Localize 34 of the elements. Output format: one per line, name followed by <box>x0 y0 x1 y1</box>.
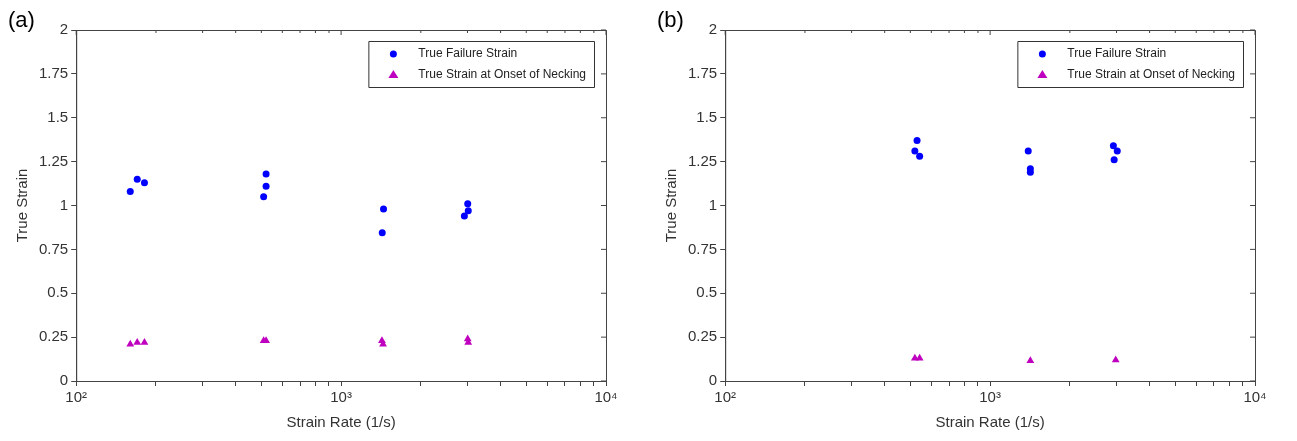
legend-label: True Failure Strain <box>418 46 518 61</box>
legend-label: True Strain at Onset of Necking <box>418 67 587 82</box>
x-tick-label: 10⁴ <box>1243 388 1267 406</box>
y-tick-label: 0.25 <box>687 327 718 345</box>
y-tick-label: 1.75 <box>687 64 718 82</box>
y-tick-label: 0.25 <box>38 327 69 345</box>
y-tick-label: 1.5 <box>47 107 69 125</box>
legend-label: True Failure Strain <box>1067 46 1167 61</box>
y-tick-label: 0.75 <box>38 239 69 257</box>
y-axis-title: True Strain <box>662 168 680 243</box>
x-tick-label: 10³ <box>979 388 1001 406</box>
y-tick-label: 0.5 <box>696 283 718 301</box>
y-tick-label: 1.25 <box>687 151 718 169</box>
chart-title: (a) <box>8 7 35 33</box>
x-tick-label: 10⁴ <box>594 388 618 406</box>
x-axis-title: Strain Rate (1/s) <box>286 413 396 431</box>
y-axis-title: True Strain <box>13 168 31 243</box>
y-tick-label: 1.5 <box>696 107 718 125</box>
y-tick-label: 0.5 <box>47 283 69 301</box>
y-tick-label: 1 <box>59 195 69 213</box>
y-tick-label: 0 <box>708 371 718 389</box>
y-tick-label: 0 <box>59 371 69 389</box>
chart-title: (b) <box>657 7 684 33</box>
legend-label: True Strain at Onset of Necking <box>1067 67 1236 82</box>
y-tick-label: 0.75 <box>687 239 718 257</box>
x-tick-label: 10² <box>714 388 737 406</box>
y-tick-label: 2 <box>59 20 69 38</box>
x-tick-label: 10² <box>65 388 88 406</box>
y-tick-label: 1 <box>708 195 718 213</box>
y-tick-label: 1.75 <box>38 64 69 82</box>
x-tick-label: 10³ <box>330 388 352 406</box>
x-axis-title: Strain Rate (1/s) <box>935 413 1045 431</box>
y-tick-label: 2 <box>708 20 718 38</box>
y-tick-label: 1.25 <box>38 151 69 169</box>
